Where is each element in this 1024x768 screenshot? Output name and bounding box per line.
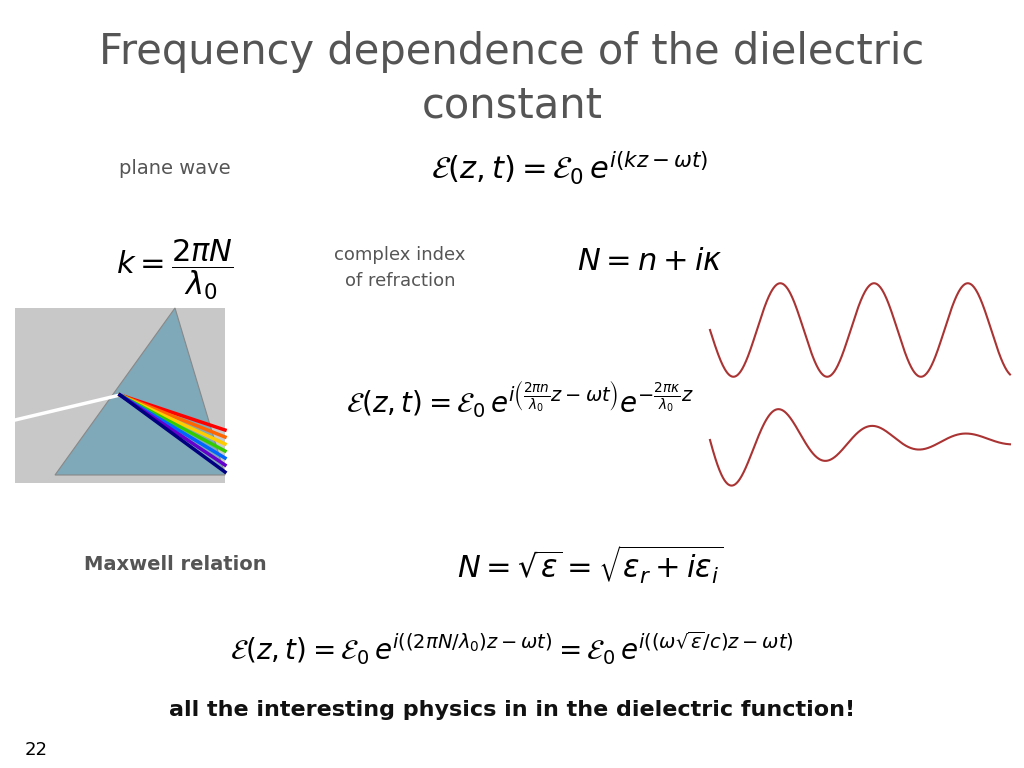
Text: $\mathcal{E}(z,t) = \mathcal{E}_0\,e^{i(kz-\omega t)}$: $\mathcal{E}(z,t) = \mathcal{E}_0\,e^{i(… — [431, 150, 709, 187]
Text: plane wave: plane wave — [119, 158, 230, 177]
Text: complex index
of refraction: complex index of refraction — [334, 247, 466, 290]
Text: $k = \dfrac{2\pi N}{\lambda_0}$: $k = \dfrac{2\pi N}{\lambda_0}$ — [116, 237, 233, 303]
Text: Maxwell relation: Maxwell relation — [84, 555, 266, 574]
Text: $\mathcal{E}(z,t) = \mathcal{E}_0\,e^{i\left(\frac{2\pi n}{\lambda_0}z-\omega t\: $\mathcal{E}(z,t) = \mathcal{E}_0\,e^{i\… — [346, 380, 694, 420]
Text: all the interesting physics in in the dielectric function!: all the interesting physics in in the di… — [169, 700, 855, 720]
Text: $N = \sqrt{\epsilon} = \sqrt{\epsilon_r + i\epsilon_i}$: $N = \sqrt{\epsilon} = \sqrt{\epsilon_r … — [457, 544, 723, 586]
Text: Frequency dependence of the dielectric: Frequency dependence of the dielectric — [99, 31, 925, 73]
Text: $\mathcal{E}(z,t) = \mathcal{E}_0\,e^{i((2\pi N/\lambda_0)z-\omega t)} = \mathca: $\mathcal{E}(z,t) = \mathcal{E}_0\,e^{i(… — [230, 629, 794, 667]
Text: 22: 22 — [25, 741, 48, 759]
Text: $N = n + i\kappa$: $N = n + i\kappa$ — [578, 247, 723, 276]
Bar — [15, 308, 225, 483]
Polygon shape — [55, 308, 225, 475]
Text: constant: constant — [422, 84, 602, 126]
